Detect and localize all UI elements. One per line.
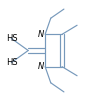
Text: HS: HS — [7, 34, 18, 43]
Text: N: N — [38, 62, 44, 71]
Text: N: N — [38, 30, 44, 39]
Text: HS: HS — [7, 58, 18, 67]
